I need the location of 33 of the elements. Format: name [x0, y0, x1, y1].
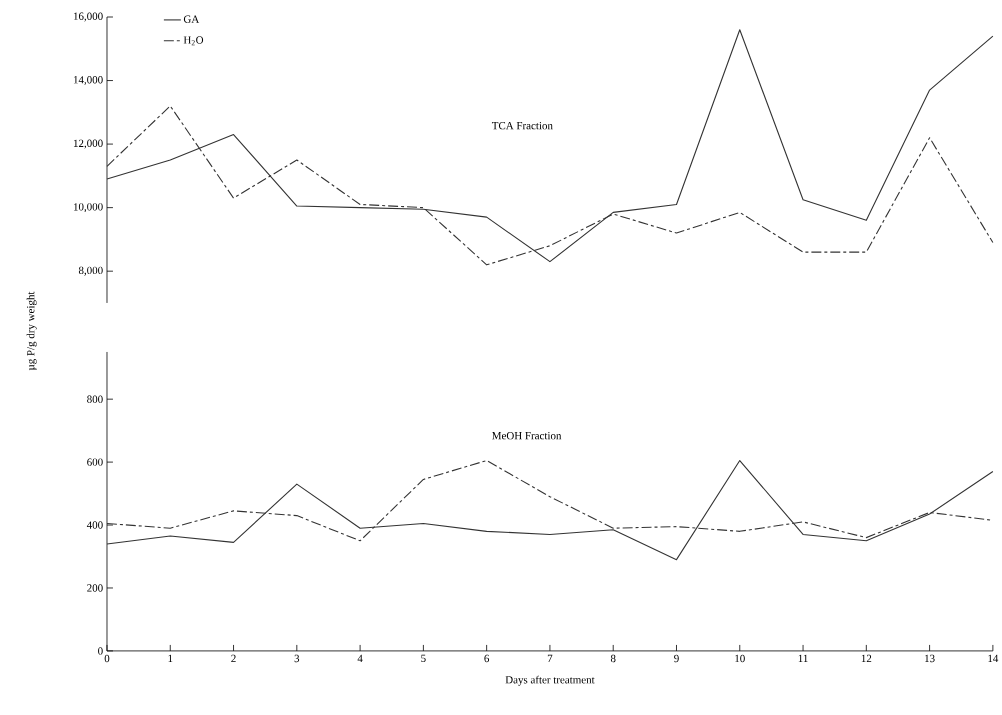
x-tick-label: 3	[294, 654, 300, 663]
y-tick-label: 0	[98, 647, 103, 655]
y-tick-label: 600	[87, 458, 103, 466]
x-tick-label: 10	[735, 654, 745, 663]
y-tick-label: 800	[87, 395, 103, 403]
x-tick-label: 7	[547, 654, 553, 662]
legend-label: H$_{2}$O	[183, 36, 204, 46]
annotation: TCA Fraction	[491, 122, 553, 130]
x-tick-label: 0	[104, 654, 110, 663]
x-tick-label: 5	[421, 654, 426, 663]
x-tick-label: 12	[861, 654, 872, 663]
y-tick-label: 400	[86, 521, 103, 529]
x-tick-label: 8	[610, 654, 616, 663]
x-tick-label: 2	[231, 654, 236, 663]
y-tick-label: 14,000	[73, 76, 103, 86]
annotation: MeOH Fraction	[492, 432, 562, 440]
x-tick-label: 13	[925, 654, 935, 663]
y-axis-title: µg P/g dry weight	[26, 291, 37, 371]
x-tick-label: 6	[484, 654, 490, 663]
y-tick-label: 8,000	[78, 266, 103, 276]
x-tick-label: 11	[798, 654, 808, 663]
legend-label: GA	[183, 15, 200, 23]
x-tick-label: 4	[357, 654, 363, 663]
x-axis-title: Days after treatment	[505, 675, 595, 686]
y-tick-label: 200	[87, 584, 103, 592]
line-series	[106, 460, 994, 561]
line-series	[106, 29, 994, 263]
x-tick-label: 1	[168, 654, 173, 663]
x-tick-label: 14	[988, 654, 999, 663]
y-tick-label: 10,000	[73, 203, 103, 213]
y-tick-label: 16,000	[73, 12, 103, 22]
x-tick-label: 9	[674, 654, 679, 663]
y-tick-label: 12,000	[73, 139, 103, 149]
